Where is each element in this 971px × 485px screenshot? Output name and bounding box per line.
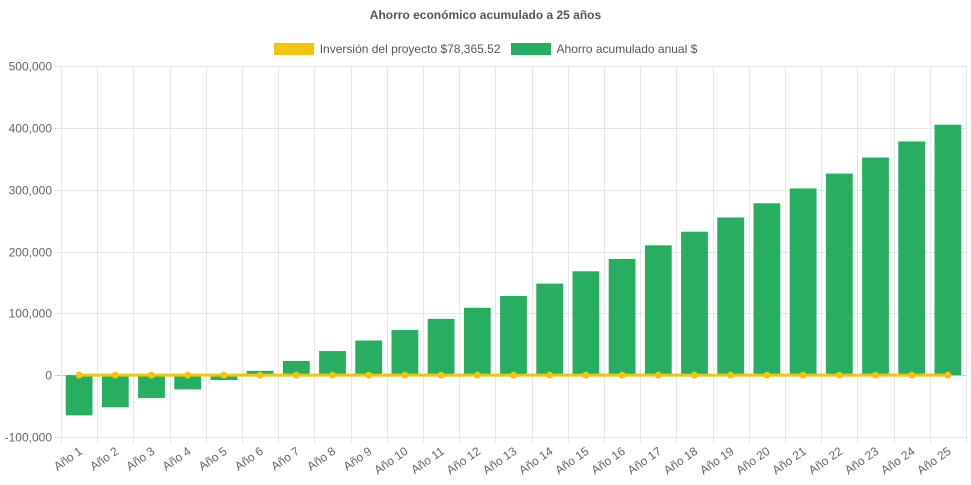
bar-2	[101, 375, 129, 408]
bar-10	[391, 330, 419, 376]
x-tick-label: Año 18	[661, 444, 700, 477]
investment-point-9	[365, 371, 373, 379]
x-tick-label: Año 12	[444, 444, 483, 477]
legend-label-investment: Inversión del proyecto $78,365.52	[319, 42, 501, 56]
x-tick-label: Año 20	[733, 444, 772, 477]
bar-12	[463, 307, 491, 376]
investment-point-11	[437, 371, 445, 379]
investment-point-19	[727, 371, 735, 379]
investment-point-4	[184, 371, 192, 379]
investment-point-3	[148, 371, 155, 379]
investment-point-24	[908, 371, 916, 379]
bar-11	[427, 318, 455, 376]
investment-point-12	[473, 371, 481, 379]
x-tick-label: Año 1	[51, 444, 85, 474]
x-tick-label: Año 25	[914, 444, 953, 477]
bar-21	[789, 188, 817, 376]
bar-9	[355, 340, 383, 376]
x-tick-label: Año 14	[516, 444, 555, 477]
y-tick-label: 100,000	[9, 307, 53, 321]
y-tick-label: 200,000	[9, 246, 53, 260]
investment-point-14	[546, 371, 554, 379]
x-tick-label: Año 10	[371, 444, 410, 477]
bar-23	[862, 157, 889, 376]
y-tick-label: 300,000	[9, 184, 53, 198]
bar-1	[65, 375, 93, 416]
bar-24	[898, 141, 926, 376]
bar-15	[572, 271, 600, 376]
investment-point-21	[799, 371, 807, 379]
x-tick-label: Año 19	[697, 444, 736, 477]
bar-13	[500, 296, 527, 376]
bar-22	[825, 173, 853, 376]
investment-point-15	[582, 371, 590, 379]
legend-swatch-savings	[510, 43, 551, 55]
x-tick-label: Año 15	[552, 444, 591, 477]
bar-19	[717, 217, 745, 376]
x-tick-label: Año 23	[842, 444, 881, 477]
investment-point-17	[654, 371, 662, 379]
bar-17	[644, 245, 672, 376]
investment-point-7	[292, 371, 300, 379]
x-tick-label: Año 4	[160, 444, 194, 474]
legend-label-savings: Ahorro acumulado anual $	[556, 42, 698, 56]
y-tick-label: -100,000	[5, 431, 53, 445]
x-tick-label: Año 9	[341, 444, 375, 474]
investment-point-18	[691, 371, 698, 379]
investment-point-6	[256, 371, 264, 379]
legend-item-savings[interactable]: Ahorro acumulado anual $	[510, 42, 698, 56]
investment-point-16	[618, 371, 626, 379]
bar-25	[934, 124, 962, 376]
legend-item-investment[interactable]: Inversión del proyecto $78,365.52	[273, 42, 501, 56]
investment-point-22	[835, 371, 843, 379]
investment-point-20	[763, 371, 771, 379]
y-tick-label: 400,000	[9, 122, 53, 136]
bar-4	[174, 375, 202, 390]
investment-point-25	[944, 371, 952, 379]
x-tick-label: Año 24	[878, 444, 917, 477]
investment-point-5	[220, 371, 228, 379]
investment-point-10	[401, 371, 409, 379]
x-tick-label: Año 6	[232, 444, 266, 474]
investment-point-1	[75, 371, 83, 379]
x-tick-label: Año 22	[806, 444, 845, 477]
bar-14	[536, 283, 564, 376]
x-tick-label: Año 11	[408, 444, 447, 477]
chart-title: Ahorro económico acumulado a 25 años	[369, 8, 602, 22]
legend-swatch-investment	[273, 43, 314, 55]
investment-point-23	[872, 371, 879, 379]
x-tick-label: Año 7	[268, 444, 302, 474]
x-tick-label: Año 21	[770, 444, 809, 477]
chart-legend: Inversión del proyecto $78,365.52 Ahorro…	[0, 42, 971, 56]
x-tick-label: Año 16	[589, 444, 628, 477]
bar-8	[319, 351, 346, 376]
y-tick-label: 500,000	[9, 60, 53, 74]
x-tick-label: Año 3	[124, 444, 158, 474]
y-tick-label: 0	[45, 369, 52, 383]
investment-point-8	[329, 371, 336, 379]
bar-3	[138, 375, 165, 399]
x-tick-label: Año 17	[625, 444, 664, 477]
bar-18	[681, 231, 708, 376]
x-tick-label: Año 5	[196, 444, 230, 474]
x-tick-label: Año 2	[87, 444, 121, 474]
bar-20	[753, 203, 781, 376]
x-tick-label: Año 13	[480, 444, 519, 477]
investment-point-13	[510, 371, 517, 379]
bar-7	[282, 360, 310, 376]
bar-16	[608, 258, 636, 376]
investment-point-2	[111, 371, 119, 379]
x-tick-label: Año 8	[305, 444, 339, 474]
